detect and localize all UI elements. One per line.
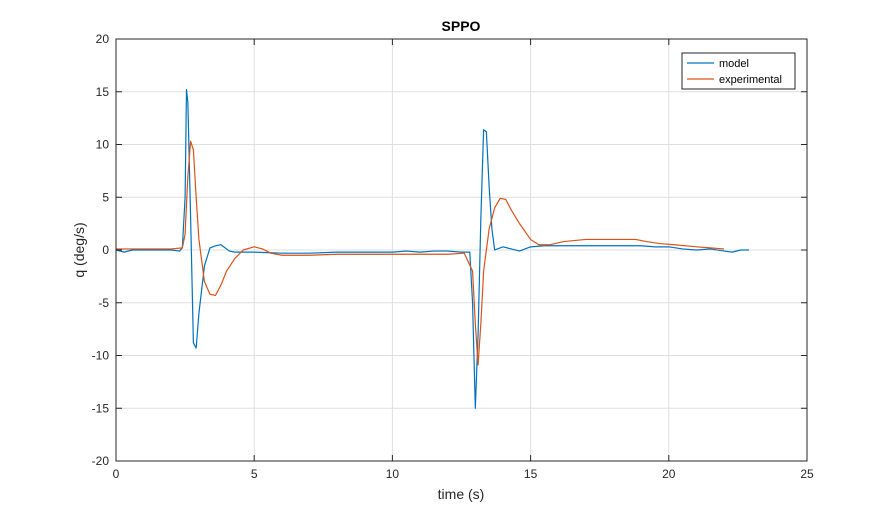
x-tick-label: 25 [800,467,814,481]
x-axis-label: time (s) [438,486,485,502]
legend[interactable]: model experimental [681,52,796,90]
y-axis-label: q (deg/s) [71,222,87,277]
x-tick-label: 5 [251,467,258,481]
series-layer [115,89,749,409]
chart-title: SPPO [442,18,481,34]
y-tick-label: 5 [102,190,109,204]
y-tick-label: 0 [102,243,109,257]
y-tick-label: -10 [92,349,110,363]
y-tick-label: 15 [96,85,110,99]
y-tick-label: -15 [92,401,110,415]
ticks [115,38,808,462]
series-line-model [115,89,749,409]
x-tick-label: 15 [524,467,538,481]
x-tick-label: 10 [386,467,400,481]
legend-label-model: model [719,58,749,70]
legend-box [681,52,796,90]
y-tick-label: 20 [96,32,110,46]
y-tick-label: -5 [98,296,109,310]
x-tick-label: 0 [113,467,120,481]
x-tick-label: 20 [662,467,676,481]
y-tick-label: -20 [92,454,110,468]
legend-label-experimental: experimental [719,74,782,86]
tick-labels: 0 5 10 15 20 25 -20 -15 -10 -5 0 5 10 15 20 [92,32,814,481]
series-line-experimental [116,140,725,366]
y-tick-label: 10 [96,138,110,152]
